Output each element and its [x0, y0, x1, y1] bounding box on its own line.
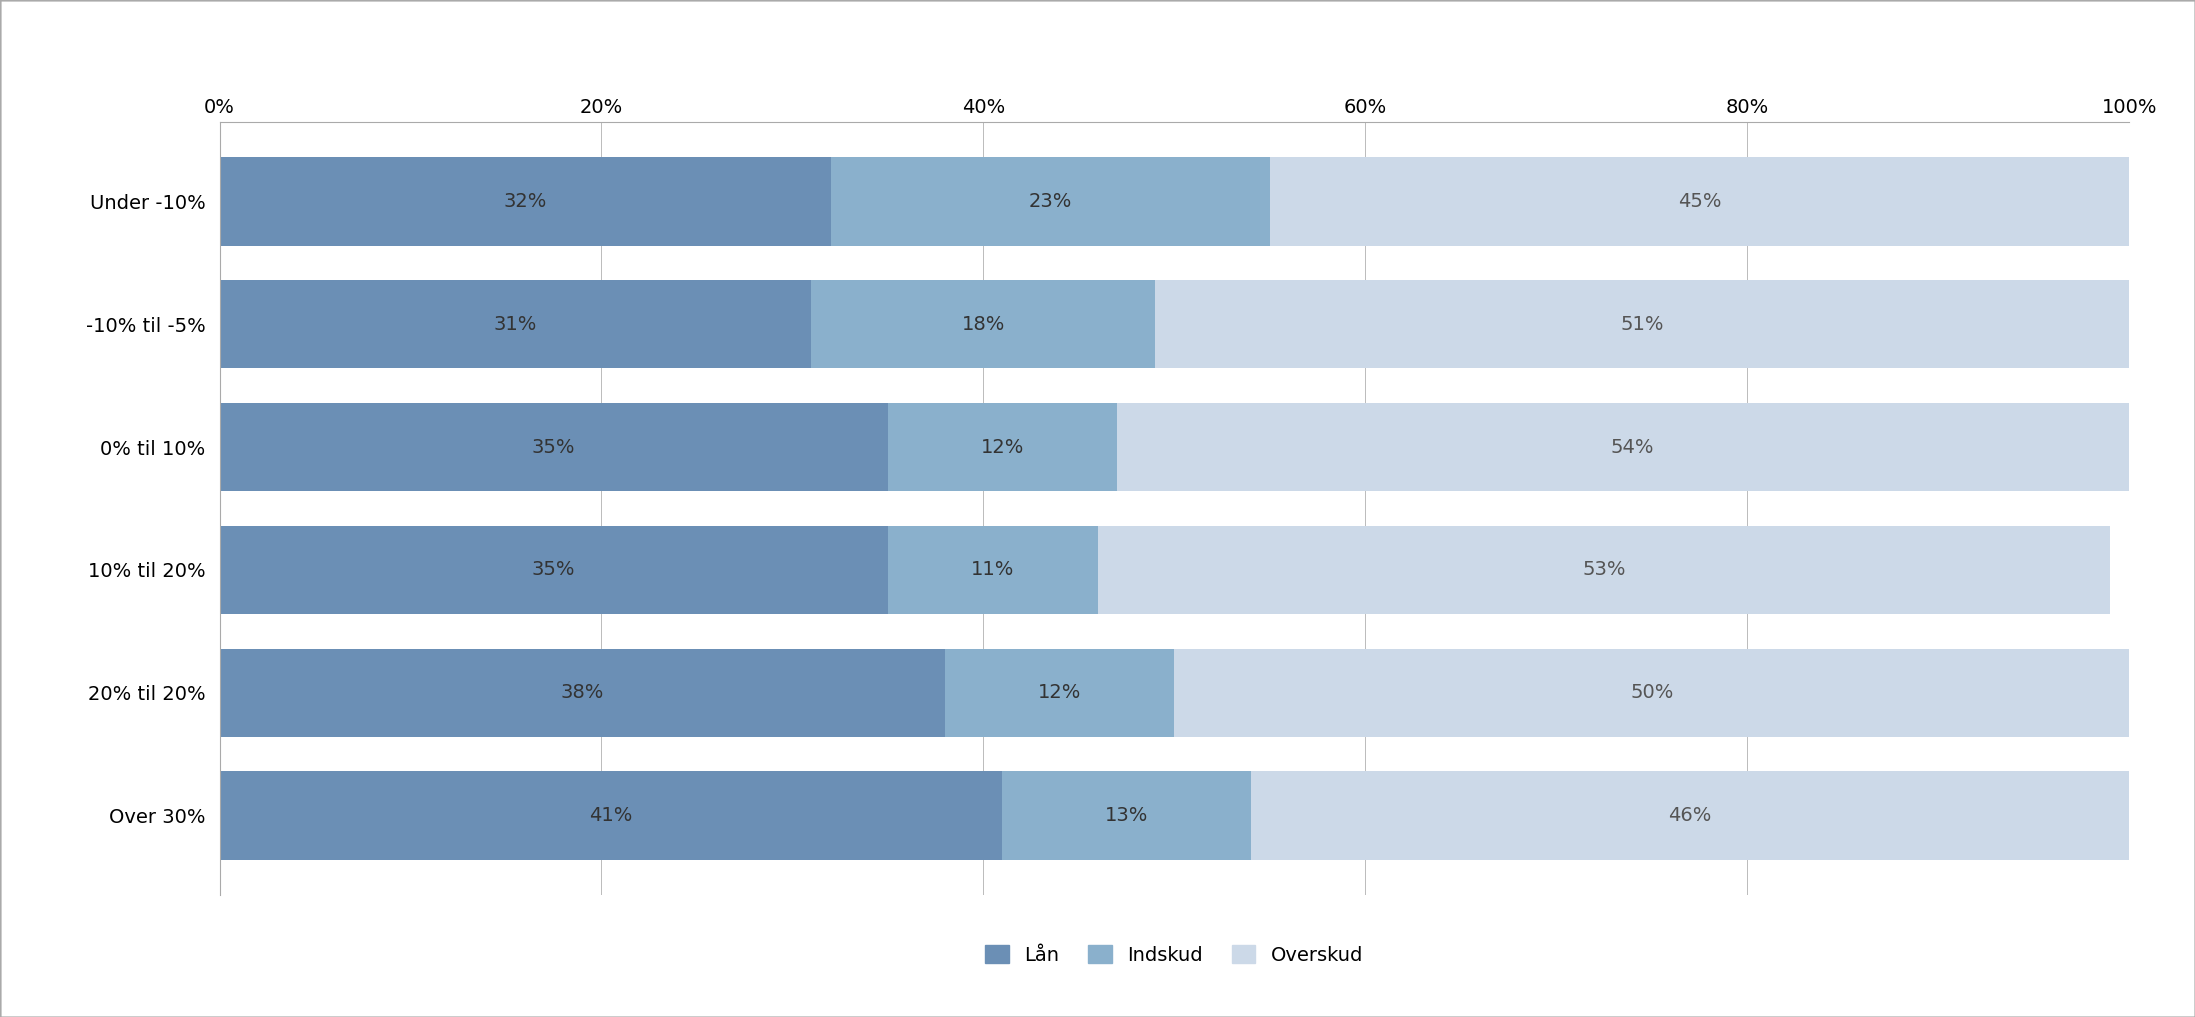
Text: 12%: 12%: [981, 437, 1025, 457]
Bar: [812, 280, 1155, 368]
Bar: [220, 771, 1003, 859]
Bar: [1251, 771, 2129, 859]
Text: 51%: 51%: [1620, 314, 1664, 334]
Bar: [887, 403, 1117, 491]
Bar: [946, 649, 1174, 737]
Text: 45%: 45%: [1677, 192, 1721, 211]
Bar: [1174, 649, 2129, 737]
Bar: [220, 158, 830, 246]
Bar: [220, 649, 946, 737]
Text: 35%: 35%: [531, 437, 575, 457]
Bar: [1155, 280, 2129, 368]
Bar: [1271, 158, 2129, 246]
Bar: [220, 403, 887, 491]
Bar: [1003, 771, 1251, 859]
Text: 23%: 23%: [1029, 192, 1071, 211]
Text: 31%: 31%: [494, 314, 538, 334]
Text: 50%: 50%: [1631, 683, 1673, 703]
Bar: [220, 526, 887, 614]
Text: 32%: 32%: [503, 192, 547, 211]
Bar: [887, 526, 1098, 614]
Text: 46%: 46%: [1668, 806, 1712, 825]
Bar: [1117, 403, 2149, 491]
Text: 35%: 35%: [531, 560, 575, 580]
Text: 38%: 38%: [560, 683, 604, 703]
Text: 18%: 18%: [961, 314, 1005, 334]
Text: 12%: 12%: [1038, 683, 1082, 703]
Bar: [830, 158, 1271, 246]
Text: 13%: 13%: [1104, 806, 1148, 825]
Text: 53%: 53%: [1583, 560, 1626, 580]
Legend: Lån, Indskud, Overskud: Lån, Indskud, Overskud: [975, 936, 1374, 974]
Bar: [1098, 526, 2109, 614]
Text: 54%: 54%: [1611, 437, 1655, 457]
Text: 11%: 11%: [970, 560, 1014, 580]
Bar: [220, 280, 812, 368]
Text: 41%: 41%: [588, 806, 632, 825]
